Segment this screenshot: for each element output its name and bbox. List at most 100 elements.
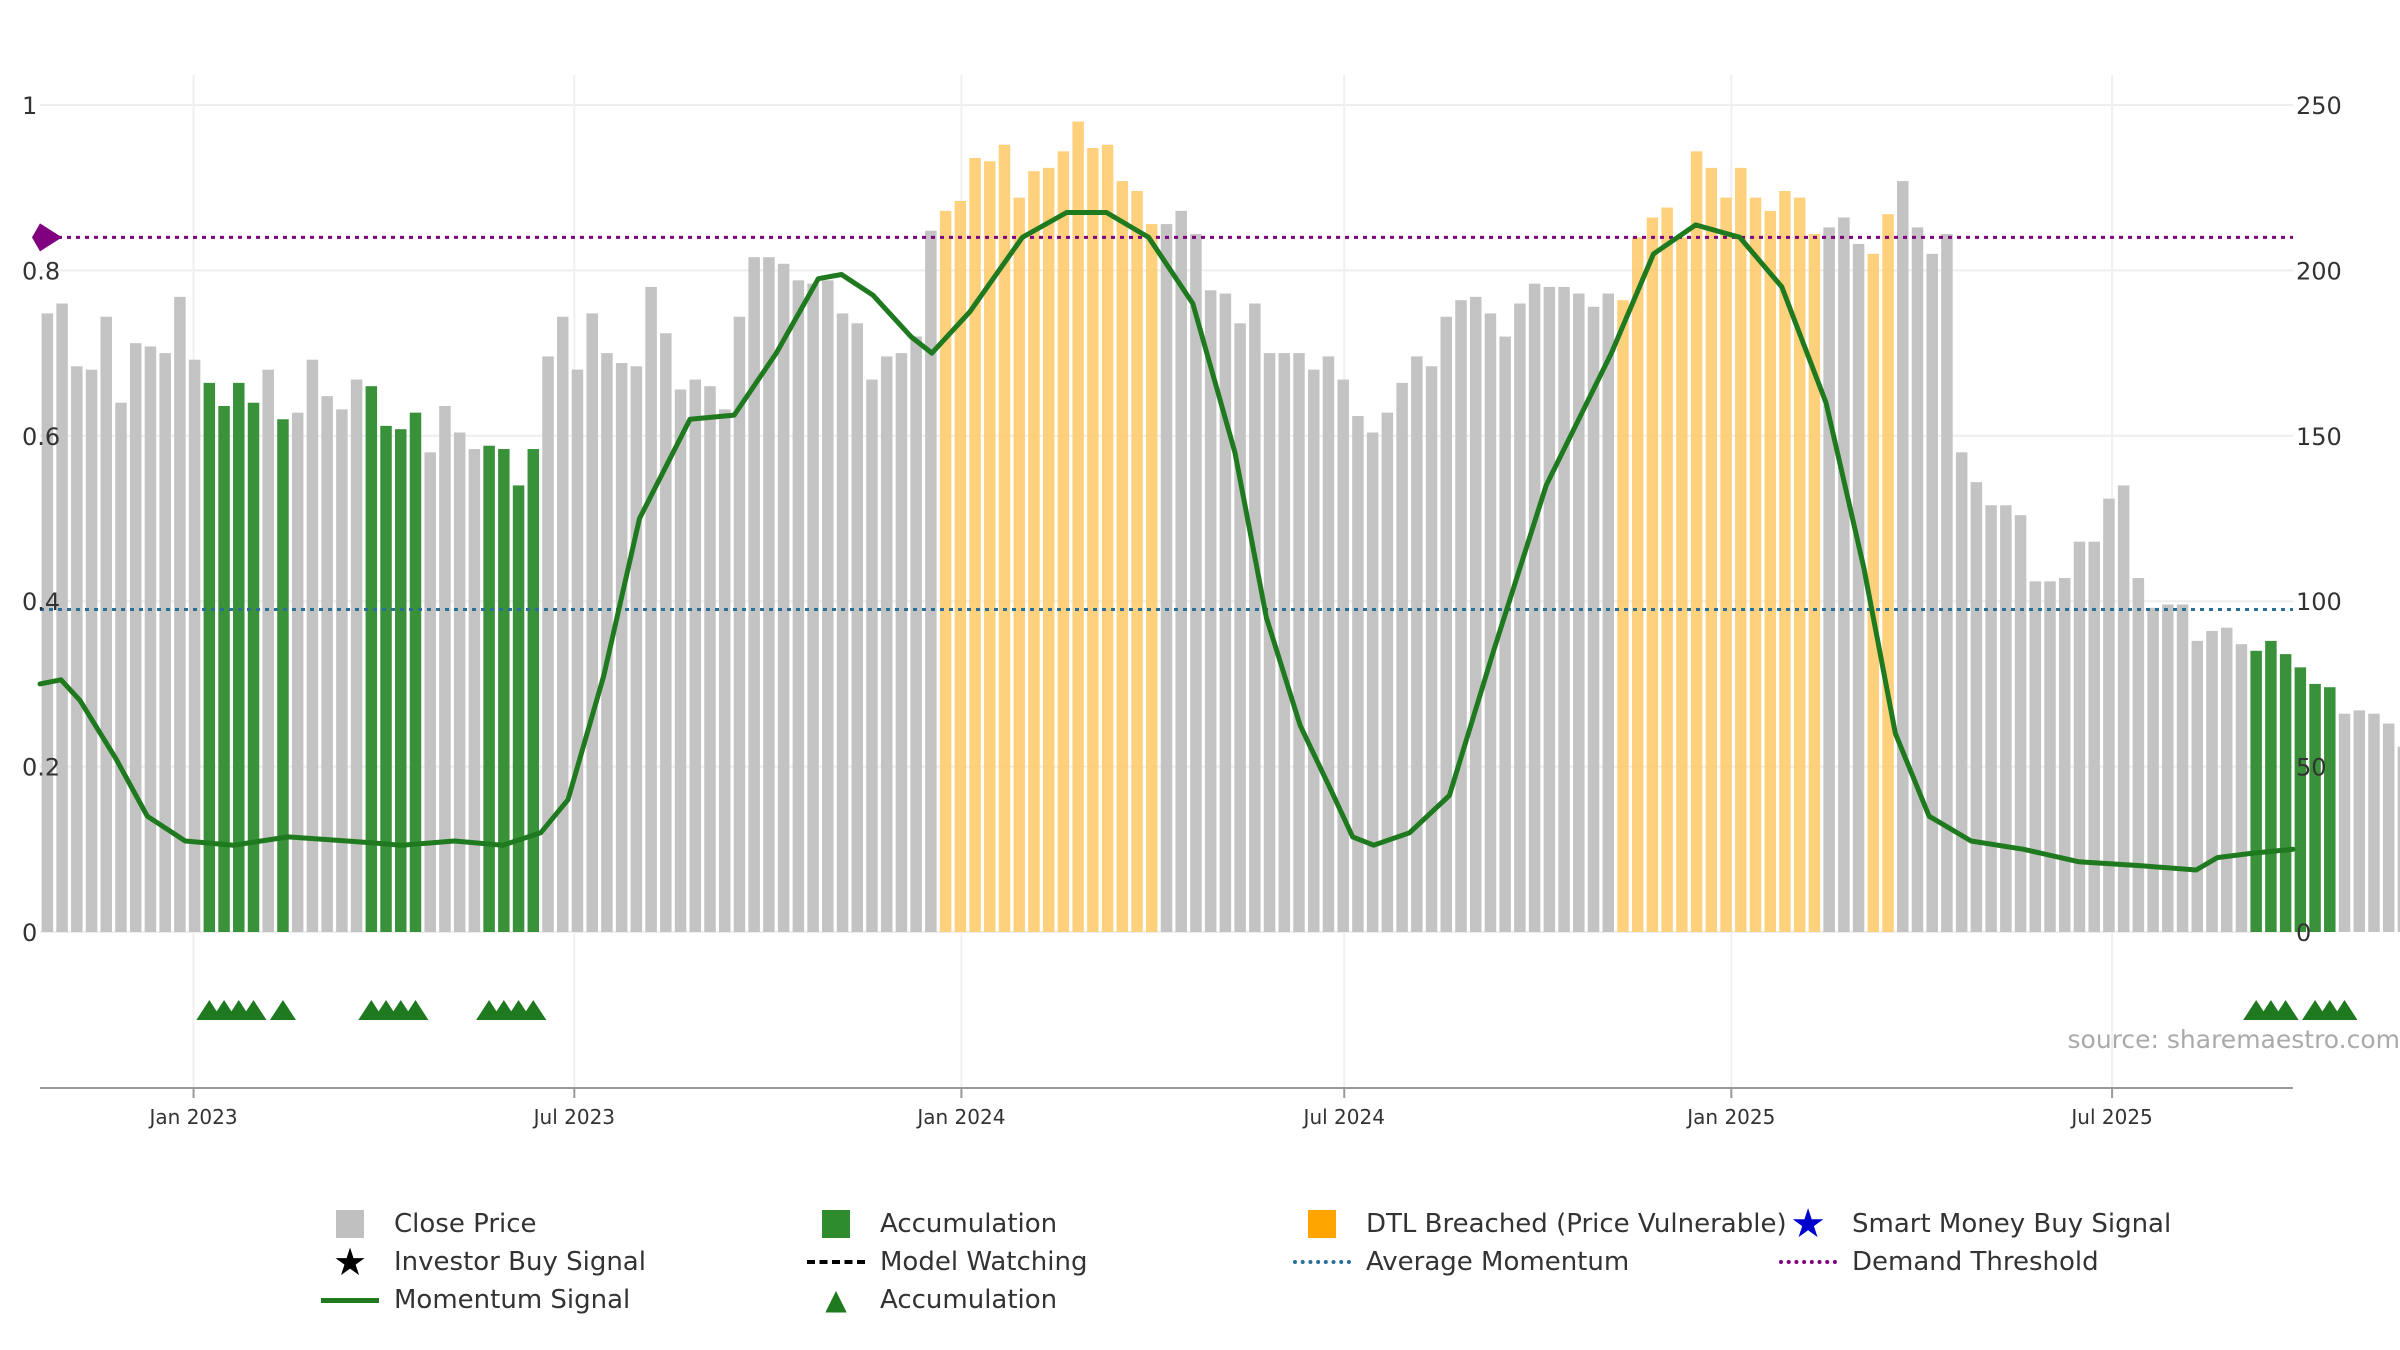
close-price-bar: [1278, 353, 1291, 933]
right-tick-label: 150: [2296, 423, 2342, 451]
left-tick-label: 0.8: [22, 257, 60, 285]
close-price-bar: [174, 296, 186, 932]
right-tick-label: 0: [2296, 919, 2311, 947]
close-price-bar: [1587, 306, 1600, 933]
close-price-bar: [601, 353, 613, 933]
close-price-bar: [2176, 604, 2189, 932]
accumulation-bar: [2250, 650, 2262, 932]
accumulation-bar: [395, 429, 407, 932]
close-price-bar: [1941, 234, 1953, 933]
close-price-bar: [1514, 303, 1526, 933]
close-price-bar: [1484, 313, 1497, 932]
close-price-bar: [1263, 353, 1276, 933]
close-price-bar: [2206, 630, 2218, 932]
close-price-bar: [2382, 723, 2395, 932]
dtl-breached-bar: [984, 161, 996, 933]
dtl-breached-bar: [1042, 167, 1055, 933]
left-tick-label: 0.4: [22, 588, 60, 616]
right-tick-label: 250: [2296, 92, 2342, 120]
accumulation-bar: [277, 419, 289, 932]
dtl-breached-bar: [969, 157, 981, 933]
close-price-bar: [129, 343, 142, 932]
star-icon: ★: [332, 1240, 368, 1284]
green-line-icon: [321, 1297, 379, 1303]
close-price-bar: [1160, 224, 1173, 932]
accumulation-bar: [2279, 654, 2292, 932]
legend-accumulation-triangle: ▲ Accumulation: [806, 1281, 1057, 1319]
legend-average-momentum: Average Momentum: [1292, 1243, 1629, 1281]
close-price-bar: [2235, 644, 2248, 932]
close-price-bar: [2397, 746, 2400, 932]
close-price-bar: [2147, 607, 2159, 932]
legend-model-watching: Model Watching: [806, 1243, 1087, 1281]
dtl-breached-bar: [939, 210, 952, 932]
dtl-breached-bar: [1867, 253, 1880, 933]
close-price-bar: [1308, 369, 1320, 932]
close-price-bar: [733, 316, 746, 932]
close-price-bar: [557, 316, 569, 932]
x-tick-label: Jan 2025: [1685, 1105, 1775, 1129]
dtl-breached-bar: [998, 144, 1011, 933]
accumulation-bar: [2294, 667, 2307, 932]
close-price-bar: [159, 353, 171, 933]
close-price-bar: [1293, 353, 1305, 933]
close-price-bar: [1190, 234, 1202, 933]
blue-star-icon: ★: [1790, 1201, 1826, 1247]
dtl-breached-bar: [954, 200, 967, 932]
close-price-bar: [468, 449, 481, 932]
lines-group: [32, 210, 2296, 873]
dtl-breached-bar: [1735, 167, 1747, 933]
axes-group: 0 0.2 0.4 0.6 0.8 1 0 50 100 150 200 250 Jan 2023 Jul…: [22, 92, 2342, 1129]
accumulation-bar: [233, 382, 245, 932]
close-price-bar: [2368, 713, 2380, 932]
dtl-breached-bar: [1116, 181, 1129, 933]
accumulation-triangle: [402, 1000, 429, 1020]
dtl-breached-bar: [1661, 207, 1673, 933]
right-tick-label: 200: [2296, 257, 2342, 285]
legend: Close Price ★ Investor Buy Signal Moment…: [320, 1201, 2240, 1345]
close-price-bar: [1455, 300, 1467, 932]
close-price-bar: [895, 353, 908, 933]
close-price-bar: [85, 369, 98, 932]
close-price-bar: [2014, 515, 2027, 932]
close-price-bar: [763, 257, 775, 933]
close-price-bar: [56, 303, 68, 933]
accumulation-bar: [203, 382, 216, 932]
close-price-bar: [792, 280, 805, 933]
legend-dtl-breached: DTL Breached (Price Vulnerable): [1292, 1205, 1787, 1243]
close-price-bar: [424, 452, 436, 932]
close-price-bar: [1543, 286, 1556, 932]
close-price-bar: [1249, 303, 1261, 933]
close-price-bar: [2000, 505, 2012, 932]
dtl-breached-bar: [1072, 121, 1084, 933]
close-price-bar: [615, 363, 628, 932]
close-price-bar: [1175, 210, 1187, 932]
close-price-bar: [1425, 366, 1438, 932]
close-price-bar: [704, 386, 716, 932]
legend-smart-money-buy: ★ Smart Money Buy Signal: [1778, 1201, 2171, 1247]
close-price-bar: [1852, 243, 1865, 932]
accumulation-bar: [483, 445, 495, 932]
close-price-bar: [586, 313, 598, 932]
close-price-bar: [41, 313, 54, 932]
close-price-bar: [748, 257, 760, 933]
accumulation-bar: [409, 412, 422, 932]
close-price-bar: [1823, 227, 1835, 932]
dtl-breached-bar: [1764, 210, 1776, 932]
close-price-bar: [851, 323, 863, 932]
dtl-breached-bar: [1057, 151, 1070, 932]
close-price-bar: [291, 412, 304, 932]
close-price-bar: [807, 283, 819, 933]
close-price-bar: [1204, 290, 1217, 932]
dtl-breached-bar: [1676, 237, 1688, 932]
dashed-line-icon: [807, 1260, 865, 1264]
close-price-bar: [1352, 415, 1364, 932]
left-tick-label: 0.6: [22, 423, 60, 451]
legend-label: Accumulation: [880, 1285, 1058, 1315]
close-price-bar: [1602, 293, 1614, 932]
close-price-bar: [836, 313, 849, 932]
close-price-bar: [2220, 627, 2233, 932]
close-price-bar: [880, 356, 893, 933]
close-price-bar: [1219, 293, 1232, 932]
source-text: source: sharemaestro.com: [2068, 1025, 2400, 1054]
